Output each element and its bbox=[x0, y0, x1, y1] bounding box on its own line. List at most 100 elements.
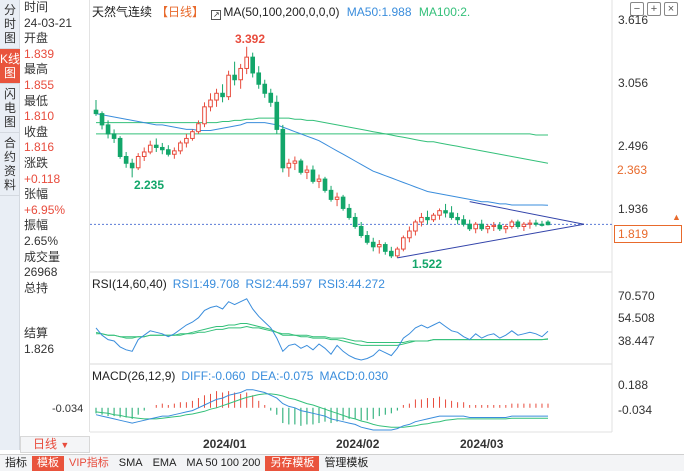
dea-value: DEA:-0.075 bbox=[251, 369, 314, 383]
candle-body bbox=[340, 196, 346, 209]
tab-kline[interactable]: K线图 bbox=[0, 49, 20, 84]
candle-body bbox=[370, 241, 376, 248]
minus-icon[interactable]: − bbox=[630, 2, 644, 16]
ma100-line bbox=[96, 117, 549, 164]
candle-body bbox=[123, 155, 129, 164]
candle-body bbox=[533, 222, 539, 225]
candle-body bbox=[449, 212, 454, 218]
change-value: +0.118 bbox=[24, 171, 61, 186]
plus-icon[interactable]: + bbox=[647, 2, 661, 16]
rsi-tick: 70.570 bbox=[618, 289, 655, 303]
last-price-tag: 2.363 bbox=[617, 163, 648, 177]
candle-body bbox=[388, 250, 394, 257]
ma-icon: ↗ bbox=[211, 10, 222, 20]
template-button[interactable]: 模板 bbox=[32, 455, 64, 471]
candle-body bbox=[437, 210, 442, 216]
candle-body bbox=[497, 224, 503, 230]
candle-body bbox=[304, 169, 310, 173]
annotation-low1: 2.235 bbox=[134, 178, 165, 192]
pct-label: 张幅 bbox=[24, 187, 49, 202]
candle-body bbox=[244, 56, 249, 69]
save-template-button[interactable]: 另存模板 bbox=[265, 455, 320, 471]
sma-button[interactable]: SMA bbox=[118, 456, 143, 469]
candle-body bbox=[461, 219, 466, 225]
candle-body bbox=[479, 223, 485, 230]
rsi1-value: RSI1:49.708 bbox=[172, 277, 240, 291]
candle-body bbox=[425, 216, 430, 221]
close-icon[interactable]: × bbox=[664, 2, 678, 16]
candle-body bbox=[202, 106, 207, 125]
diff-value: DIFF:-0.060 bbox=[181, 369, 246, 383]
ma-params-button[interactable]: MA 50 100 200 bbox=[186, 456, 261, 469]
ma-indicator-label[interactable]: MA(50,100,200,0,0,0) bbox=[223, 5, 340, 19]
price-tick: 1.936 bbox=[618, 202, 649, 216]
candle-body bbox=[545, 221, 551, 226]
candle-body bbox=[473, 223, 478, 230]
period-selector[interactable]: 日线 ▼ bbox=[20, 436, 90, 453]
candle-body bbox=[153, 144, 159, 148]
candle-body bbox=[135, 155, 141, 169]
rsi-label[interactable]: RSI(14,60,40) bbox=[92, 277, 167, 291]
candle-body bbox=[328, 189, 334, 200]
period-selector-label: 日线 bbox=[33, 437, 58, 451]
trendline-lower bbox=[397, 223, 585, 259]
candle-body bbox=[352, 216, 358, 227]
candle-body bbox=[515, 221, 521, 227]
rsi-header: RSI(14,60,40) RSI1:49.708 RSI2:44.597 RSI3:… bbox=[92, 277, 391, 291]
annotation-high: 3.392 bbox=[235, 32, 266, 46]
ema-button[interactable]: EMA bbox=[152, 456, 177, 469]
candle-body bbox=[117, 137, 123, 157]
vip-indicator-button[interactable]: VIP指标 bbox=[69, 456, 109, 469]
candle-body bbox=[322, 178, 328, 191]
rsi1-line bbox=[95, 298, 549, 361]
candle-body bbox=[184, 137, 189, 144]
chart-canvas[interactable] bbox=[0, 0, 684, 454]
candle-body bbox=[539, 223, 545, 226]
candle-body bbox=[407, 230, 412, 239]
tab-flash[interactable]: 闪电图 bbox=[0, 84, 20, 133]
change-label: 涨跌 bbox=[24, 155, 49, 170]
candle-body bbox=[358, 225, 364, 237]
candle-body bbox=[395, 248, 400, 257]
candle-body bbox=[485, 225, 491, 230]
rsi2-value: RSI2:44.597 bbox=[245, 277, 313, 291]
tab-contract-info[interactable]: 合约资料 bbox=[0, 133, 20, 196]
open-label: 开盘 bbox=[24, 31, 49, 46]
candle-body bbox=[105, 124, 111, 135]
indicator-button[interactable]: 指标 bbox=[5, 456, 27, 469]
candle-body bbox=[455, 216, 460, 221]
tab-intraday[interactable]: 分时图 bbox=[0, 0, 20, 49]
candle-body bbox=[238, 67, 243, 81]
high-value: 1.855 bbox=[24, 77, 55, 92]
cursor-arrow-icon: ▲ bbox=[672, 212, 681, 222]
candle-body bbox=[316, 178, 322, 182]
candle-body bbox=[419, 216, 424, 223]
volume-label: 成交量 bbox=[24, 249, 61, 264]
ma200-line bbox=[96, 133, 548, 136]
candle-body bbox=[443, 210, 448, 214]
candle-body bbox=[268, 92, 274, 103]
dea-line bbox=[95, 393, 548, 428]
price-tick: 2.496 bbox=[618, 139, 649, 153]
candle-body bbox=[382, 244, 388, 252]
cursor-price-tag: 1.819 bbox=[614, 225, 682, 243]
candle-body bbox=[509, 221, 515, 227]
manage-template-button[interactable]: 管理模板 bbox=[324, 456, 369, 469]
macd-left-value: -0.034 bbox=[52, 403, 84, 415]
candle-body bbox=[172, 150, 177, 155]
candle-body bbox=[527, 222, 533, 225]
rsi-tick: 54.508 bbox=[618, 311, 655, 325]
trendline-upper bbox=[469, 201, 585, 225]
candle-body bbox=[93, 109, 99, 115]
candle-body bbox=[232, 74, 237, 81]
candle-body bbox=[214, 92, 219, 101]
candle-body bbox=[111, 133, 117, 139]
candle-body bbox=[220, 92, 225, 98]
candle-body bbox=[274, 101, 280, 130]
left-tab-strip: 分时图 K线图 闪电图 合约资料 bbox=[0, 0, 20, 450]
ma50-line bbox=[95, 113, 549, 206]
candle-body bbox=[129, 162, 135, 169]
macd-label[interactable]: MACD(26,12,9) bbox=[92, 369, 176, 383]
macd-header: MACD(26,12,9) DIFF:-0.060 DEA:-0.075 MACD:0… bbox=[92, 369, 394, 383]
close-label: 收盘 bbox=[24, 124, 49, 139]
